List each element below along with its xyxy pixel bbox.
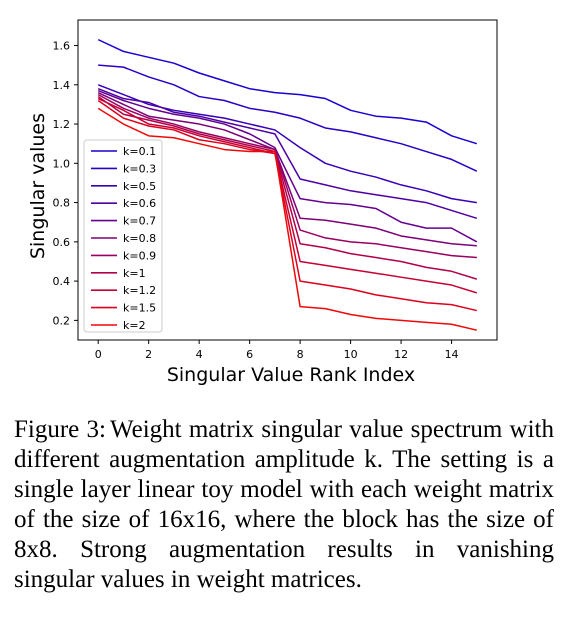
- x-tick-label: 12: [394, 348, 408, 361]
- y-axis: 0.2 0.4 0.6 0.8 1.0 1.2 1.4 1.6: [53, 40, 78, 327]
- y-tick-label: 1.6: [53, 40, 71, 53]
- x-axis-title: Singular Value Rank Index: [167, 364, 415, 386]
- y-tick-label: 0.2: [53, 314, 71, 327]
- legend: k=0.1 k=0.3 k=0.5 k=0.6 k=0.7 k=0.8 k=0.9 k=1 k=…: [83, 139, 163, 333]
- y-tick-label: 0.6: [53, 236, 71, 249]
- legend-label: k=1.2: [123, 284, 156, 297]
- legend-label: k=0.8: [123, 232, 156, 245]
- y-tick-label: 1.0: [53, 157, 71, 170]
- legend-label: k=0.6: [123, 197, 156, 210]
- series-line-k-1-5: [97, 99, 477, 312]
- legend-frame: [83, 139, 163, 333]
- figure-caption-text: Weight matrix singular value spectrum wi…: [14, 416, 554, 593]
- legend-label: k=1: [123, 267, 146, 280]
- y-tick-label: 1.4: [53, 79, 71, 92]
- legend-label: k=0.3: [123, 162, 156, 175]
- series-line-k-0-6: [97, 88, 478, 219]
- figure-caption-lead: Figure 3:: [14, 416, 106, 443]
- series-line-k-0-1: [97, 38, 478, 145]
- y-tick-label: 1.2: [53, 118, 71, 131]
- x-axis: 0 2 4 6 8 10 12 14: [95, 340, 459, 361]
- x-tick-label: 8: [297, 348, 304, 361]
- legend-label: k=0.7: [123, 215, 156, 228]
- figure-caption: Figure 3: Weight matrix singular value sp…: [14, 415, 554, 595]
- plot-frame: [77, 19, 498, 341]
- legend-label: k=2: [123, 319, 146, 332]
- y-axis-title-group: Singular values: [27, 113, 49, 259]
- y-tick-label: 0.4: [53, 275, 71, 288]
- x-tick-label: 0: [95, 348, 102, 361]
- series-line-k-0-3: [98, 64, 478, 172]
- series-line-k-0-8: [97, 91, 477, 247]
- y-axis-title: Singular values: [27, 113, 49, 259]
- x-tick-label: 14: [445, 348, 459, 361]
- series-line-k-2: [97, 107, 477, 331]
- series-line-k-1-2: [97, 97, 478, 294]
- x-tick-label: 2: [145, 348, 152, 361]
- x-tick-label: 6: [246, 348, 253, 361]
- series-line-k-0-9: [97, 93, 477, 259]
- y-tick-label: 0.8: [53, 197, 71, 210]
- legend-label: k=0.1: [123, 145, 156, 158]
- x-tick-label: 10: [344, 348, 358, 361]
- legend-label: k=1.5: [123, 302, 156, 315]
- series-line-k-1: [97, 95, 478, 280]
- x-tick-label: 4: [196, 348, 203, 361]
- chart: Singular values 0 2 4 6 8 10 12 14 0.2 0.4 0.6 0.8…: [27, 19, 498, 386]
- plot-area: [97, 38, 478, 331]
- legend-label: k=0.9: [123, 249, 156, 262]
- legend-label: k=0.5: [123, 180, 156, 193]
- series-line-k-0-7: [97, 89, 478, 243]
